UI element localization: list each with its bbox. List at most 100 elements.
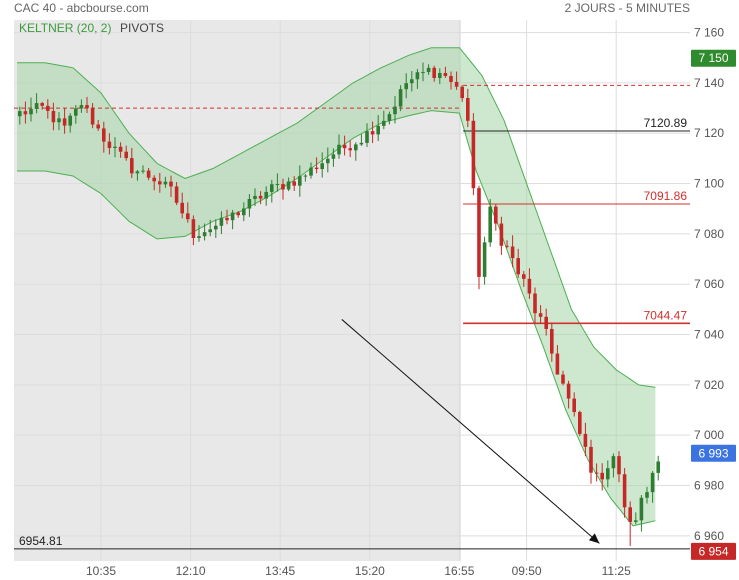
x-tick-label: 13:45	[265, 564, 295, 578]
candle-body	[90, 108, 95, 125]
y-tick-label: 7 140	[694, 76, 724, 90]
candle-body	[656, 461, 660, 473]
candle-body	[572, 398, 576, 413]
candle-body	[628, 507, 632, 522]
price-badge-label: 7 150	[698, 51, 728, 65]
x-tick-label: 16:55	[444, 564, 474, 578]
candle-body	[40, 103, 44, 106]
candle-body	[102, 128, 106, 142]
candle-body	[236, 212, 240, 216]
candle-body	[410, 79, 414, 84]
candle-body	[258, 195, 263, 199]
candle-body	[527, 278, 532, 294]
candle-body	[622, 474, 627, 508]
candle-body	[298, 176, 302, 186]
candle-body	[230, 212, 235, 221]
candle-body	[18, 111, 22, 117]
candle-body	[589, 446, 593, 473]
candle-body	[639, 497, 644, 521]
pivot-label: 7091.86	[644, 189, 688, 203]
y-tick-label: 6 960	[694, 529, 724, 543]
candle-body	[281, 184, 285, 190]
candle-body	[426, 67, 431, 73]
pivot-label: 7120.89	[644, 116, 688, 130]
pivot-lines: 7120.89 7091.86 7044.47 6954.81	[14, 84, 690, 550]
pivot-label: 6954.81	[19, 534, 63, 548]
y-axis: 7 160 7 140 7 120 7 100 7 080 7 060 7 040 7 020…	[694, 26, 724, 543]
candle-body	[494, 206, 498, 224]
candle-body	[242, 208, 246, 216]
pivot-label: 7044.47	[644, 308, 688, 322]
candle-body	[135, 171, 140, 174]
y-tick-label: 7 160	[694, 26, 724, 40]
candle-body	[158, 181, 162, 185]
candle-body	[342, 144, 347, 149]
candle-body	[51, 110, 56, 123]
candle-body	[482, 242, 487, 277]
x-tick-label: 11:25	[602, 564, 631, 578]
candle-body	[214, 225, 218, 230]
candle-body	[415, 72, 420, 80]
candle-body	[186, 213, 190, 220]
candle-body	[404, 83, 408, 90]
candle-body	[169, 181, 173, 187]
candle-body	[538, 313, 543, 317]
candle-body	[96, 124, 100, 129]
candle-body	[23, 111, 28, 115]
candle-body	[225, 217, 229, 221]
price-badge	[691, 49, 736, 67]
legend-pivots[interactable]: PIVOTS	[120, 21, 165, 35]
candle-body	[634, 520, 638, 522]
candle-body	[522, 274, 526, 279]
candle-body	[348, 148, 352, 151]
period-label: 2 JOURS - 5 MINUTES	[564, 1, 690, 15]
candle-body	[62, 118, 67, 126]
candle-body	[337, 144, 341, 155]
candle-body	[449, 76, 453, 82]
candle-body	[583, 433, 588, 447]
y-tick-label: 7 000	[694, 428, 724, 442]
price-badge	[691, 444, 736, 462]
y-tick-label: 6 980	[694, 479, 724, 493]
arrow-line	[341, 319, 600, 544]
arrow-head	[588, 533, 600, 544]
candle-body	[197, 236, 201, 239]
candle-body	[275, 184, 280, 186]
candle-body	[107, 141, 112, 148]
candle-body	[611, 456, 616, 469]
candle-body	[555, 353, 560, 375]
candle-body	[303, 175, 308, 177]
candle-body	[264, 191, 268, 199]
candle-body	[253, 195, 257, 199]
y-tick-label: 7 080	[694, 227, 724, 241]
candle-body	[370, 131, 375, 135]
candle-body	[488, 206, 492, 243]
candle-body	[466, 98, 470, 121]
candle-body	[421, 72, 425, 74]
candle-body	[505, 245, 509, 247]
y-tick-label: 7 060	[694, 277, 724, 291]
candle-body	[550, 328, 554, 354]
candle-body	[454, 81, 459, 87]
candle-body	[594, 472, 599, 474]
candle-body	[650, 472, 655, 493]
candle-body	[146, 170, 151, 178]
candle-body	[382, 120, 386, 126]
candle-body	[326, 158, 330, 164]
price-badge-label: 6 954	[698, 544, 728, 558]
candle-body	[578, 412, 582, 434]
candle-body	[208, 229, 212, 233]
candle-body	[510, 246, 515, 259]
candle-body	[365, 131, 369, 143]
candle-body	[141, 170, 145, 172]
y-tick-label: 7 020	[694, 378, 724, 392]
legend-keltner[interactable]: KELTNER (20, 2)	[19, 21, 112, 35]
candle-body	[438, 73, 442, 79]
candle-body	[113, 146, 117, 148]
candle-body	[152, 177, 156, 182]
candle-body	[247, 198, 252, 209]
candle-body	[85, 105, 89, 109]
candle-body	[544, 316, 548, 329]
